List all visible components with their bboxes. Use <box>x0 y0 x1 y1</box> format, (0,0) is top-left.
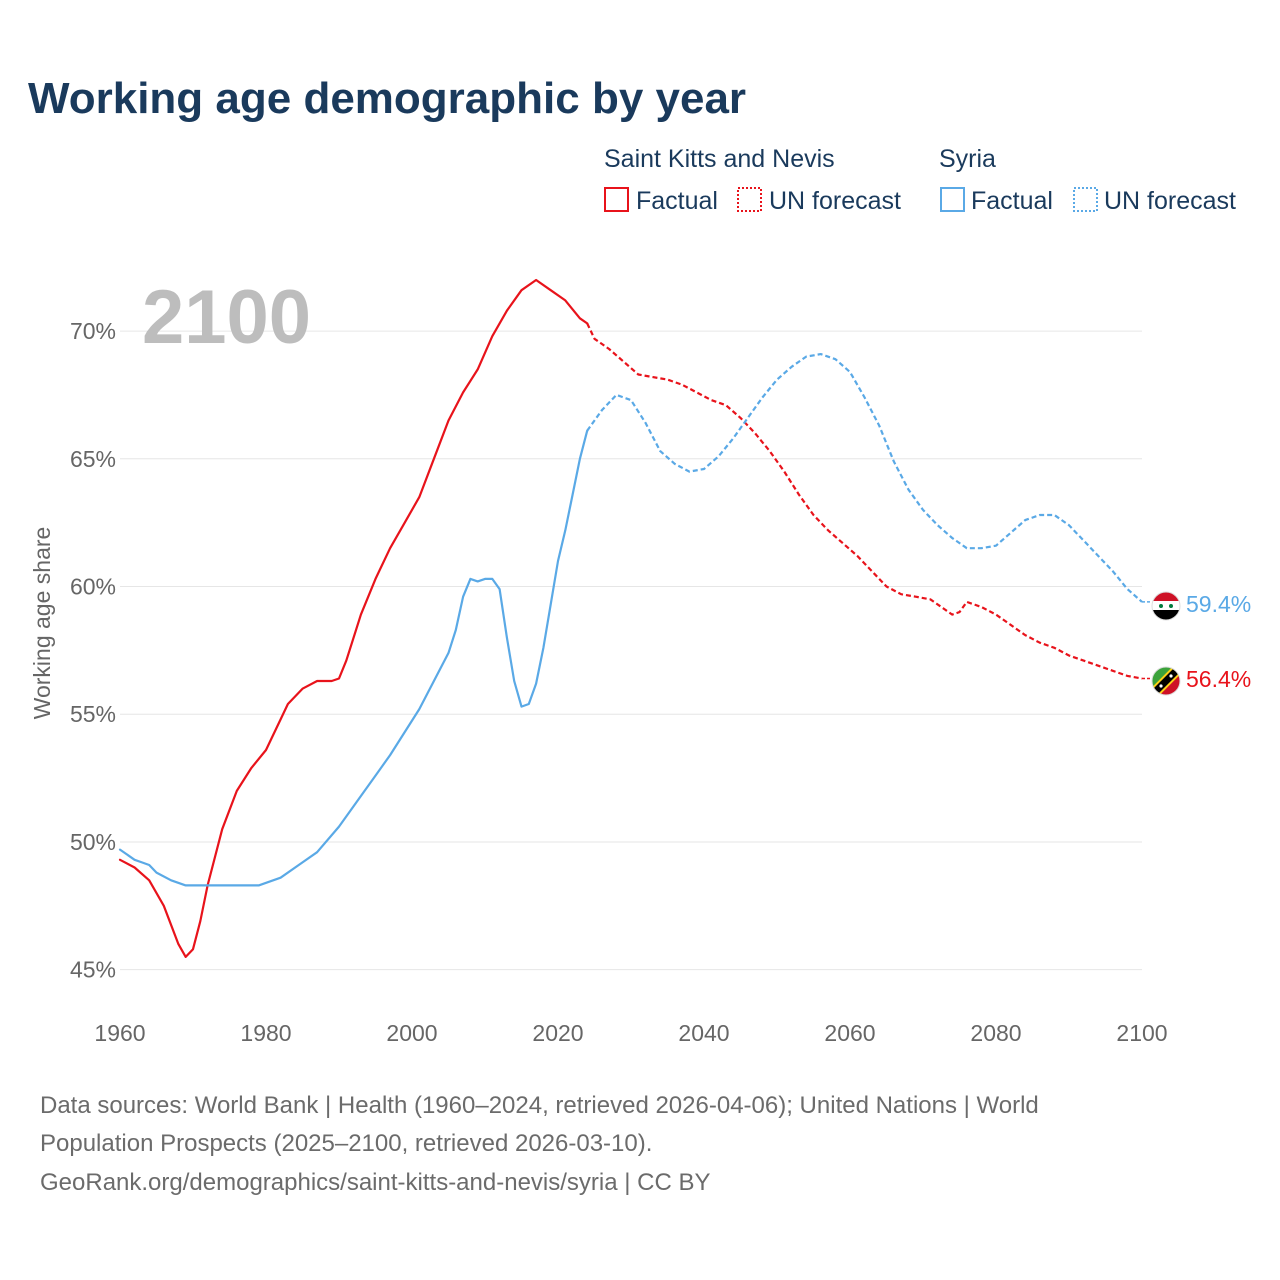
y-tick-label: 70% <box>70 318 116 344</box>
y-tick-label: 55% <box>70 701 116 727</box>
legend-label-skn-factual[interactable]: Factual <box>636 187 718 215</box>
year-watermark: 2100 <box>142 275 311 360</box>
y-tick-label: 65% <box>70 446 116 472</box>
series-line-syria-factual[interactable] <box>118 429 589 887</box>
legend-label-syria-factual[interactable]: Factual <box>971 187 1053 215</box>
y-tick-label: 45% <box>70 957 116 983</box>
legend: Saint Kitts and Nevis Factual UN forecas… <box>604 145 1236 215</box>
legend-label-skn-forecast[interactable]: UN forecast <box>769 187 901 215</box>
x-tick-label: 1960 <box>94 1020 145 1046</box>
legend-swatch-syria-forecast <box>1073 187 1098 212</box>
y-tick-label: 50% <box>70 829 116 855</box>
y-tick-label: 60% <box>70 574 116 600</box>
x-tick-label: 2080 <box>970 1020 1021 1046</box>
series-line-saint-kitts-and-nevis-factual[interactable] <box>118 278 589 958</box>
x-tick-label: 2000 <box>386 1020 437 1046</box>
legend-swatch-syria-factual <box>940 187 965 212</box>
series-line-saint-kitts-and-nevis-forecast[interactable] <box>586 322 1143 680</box>
legend-group-saint-kitts-and-nevis: Saint Kitts and Nevis <box>604 145 835 173</box>
legend-group-syria: Syria <box>939 145 996 173</box>
y-tick-labels: 45% 50% 55% 60% 65% 70% <box>70 318 116 983</box>
footer-sources-line2: Population Prospects (2025–2100, retriev… <box>40 1130 652 1157</box>
syria-end-value-label: 59.4% <box>1186 591 1251 617</box>
x-tick-label: 2020 <box>532 1020 583 1046</box>
x-tick-label: 2040 <box>678 1020 729 1046</box>
y-axis-label: Working age share <box>29 527 55 720</box>
syria-end-marker <box>1151 591 1181 621</box>
chart-title: Working age demographic by year <box>28 74 746 123</box>
legend-swatch-skn-factual <box>604 187 629 212</box>
x-tick-label: 1980 <box>240 1020 291 1046</box>
legend-label-syria-forecast[interactable]: UN forecast <box>1104 187 1236 215</box>
legend-swatch-skn-forecast <box>737 187 762 212</box>
series-line-syria-forecast[interactable] <box>586 353 1143 603</box>
x-tick-label: 2100 <box>1116 1020 1167 1046</box>
y-gridlines <box>120 330 1142 971</box>
series-lines <box>118 278 1152 958</box>
footer-url-license[interactable]: GeoRank.org/demographics/saint-kitts-and… <box>40 1169 711 1196</box>
x-tick-label: 2060 <box>824 1020 875 1046</box>
footer-sources-line1: Data sources: World Bank | Health (1960–… <box>40 1092 1039 1119</box>
skn-end-value-label: 56.4% <box>1186 666 1251 692</box>
syria-flag-icon <box>1152 592 1180 620</box>
saint-kitts-and-nevis-flag-icon <box>1152 667 1180 695</box>
x-tick-labels: 1960 1980 2000 2020 2040 2060 2080 2100 <box>94 1020 1167 1046</box>
skn-end-marker <box>1151 666 1181 696</box>
